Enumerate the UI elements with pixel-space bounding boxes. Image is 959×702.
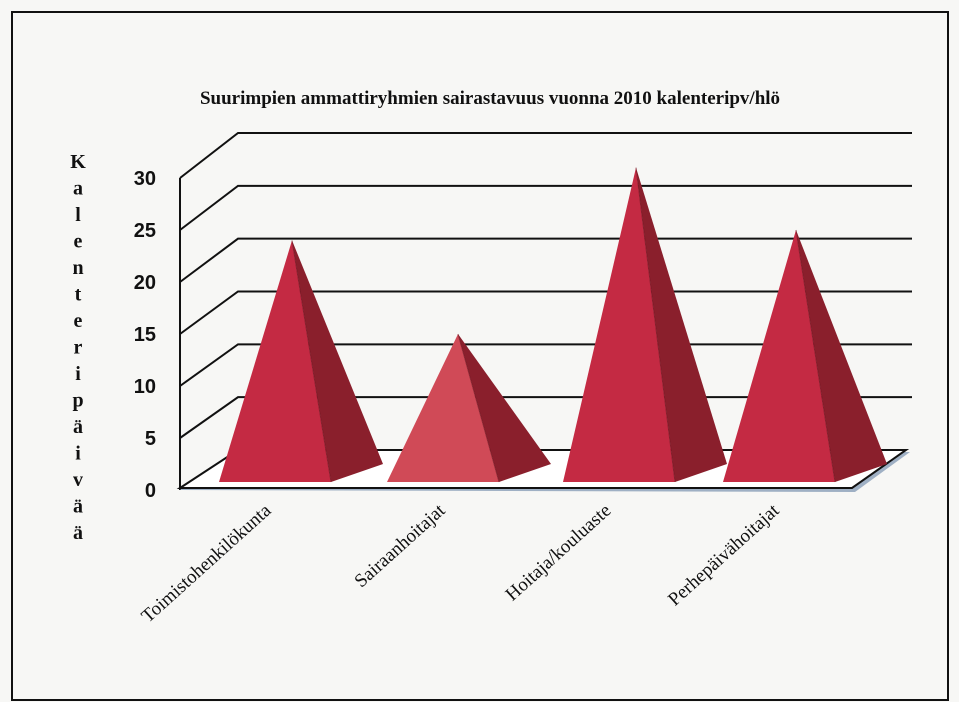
y-axis-label-letter: l bbox=[75, 204, 81, 226]
pyramid-bar bbox=[563, 167, 727, 483]
y-axis-label-letter: i bbox=[75, 363, 81, 385]
x-category-label: Toimistohenkilökunta bbox=[138, 500, 276, 627]
pyramid-bar bbox=[219, 240, 383, 483]
pyramid-side-face bbox=[796, 230, 887, 482]
gridline bbox=[179, 132, 912, 179]
y-axis-label-letter: p bbox=[72, 390, 83, 412]
y-tick-label: 20 bbox=[134, 272, 156, 294]
y-axis-label-letter: r bbox=[74, 337, 83, 359]
pyramid-edge bbox=[291, 240, 332, 483]
y-axis-label-letter: t bbox=[75, 284, 82, 306]
gridline bbox=[179, 237, 912, 283]
pyramid-bar bbox=[723, 229, 887, 483]
chart-title: Suurimpien ammattiryhmien sairastavuus v… bbox=[200, 88, 780, 109]
y-tick-label: 30 bbox=[134, 168, 156, 190]
y-tick-label: 25 bbox=[134, 220, 156, 242]
y-axis-label-letter: ä bbox=[73, 522, 83, 544]
y-axis-label-letter: e bbox=[74, 310, 83, 332]
pyramid-bar bbox=[387, 333, 551, 483]
y-axis-ticks: 0 5 10 15 20 25 30 bbox=[134, 168, 156, 502]
y-tick-label: 0 bbox=[145, 480, 156, 502]
pyramid-edge bbox=[457, 333, 500, 483]
x-category-label: Hoitaja/kouluaste bbox=[502, 500, 616, 605]
gridline bbox=[179, 290, 912, 335]
pyramid-edge bbox=[635, 167, 676, 483]
pyramid-front-face bbox=[387, 334, 499, 482]
pyramid-edge bbox=[795, 229, 836, 483]
y-tick-label: 15 bbox=[134, 324, 156, 346]
y-axis-label-letter: n bbox=[72, 257, 83, 279]
chart-border bbox=[11, 11, 949, 701]
pyramid-series bbox=[219, 167, 887, 483]
y-axis-label-letter: a bbox=[73, 178, 83, 200]
y-tick-label: 10 bbox=[134, 376, 156, 398]
y-axis-label-letter: ä bbox=[73, 496, 83, 518]
gridline bbox=[179, 184, 912, 231]
y-axis-label-letter: i bbox=[75, 443, 81, 465]
pyramid-front-face bbox=[723, 230, 835, 482]
pyramid-side-face bbox=[636, 167, 727, 482]
y-axis-label-letter: v bbox=[73, 469, 83, 491]
y-axis-label-letter: e bbox=[74, 231, 83, 253]
y-axis-label-letter: K bbox=[70, 151, 86, 173]
pyramid-front-face bbox=[219, 240, 331, 482]
pyramid-front-face bbox=[563, 167, 675, 482]
pyramid-side-face bbox=[458, 334, 551, 482]
pyramid-side-face bbox=[292, 240, 383, 482]
y-axis-label-letter: ä bbox=[73, 416, 83, 438]
x-axis-categories: Toimistohenkilökunta Sairaanhoitajat Hoita… bbox=[138, 500, 784, 627]
x-category-label: Perhepäivähoitajat bbox=[664, 500, 784, 611]
y-tick-label: 5 bbox=[145, 428, 156, 450]
x-category-label: Sairaanhoitajat bbox=[351, 500, 450, 592]
